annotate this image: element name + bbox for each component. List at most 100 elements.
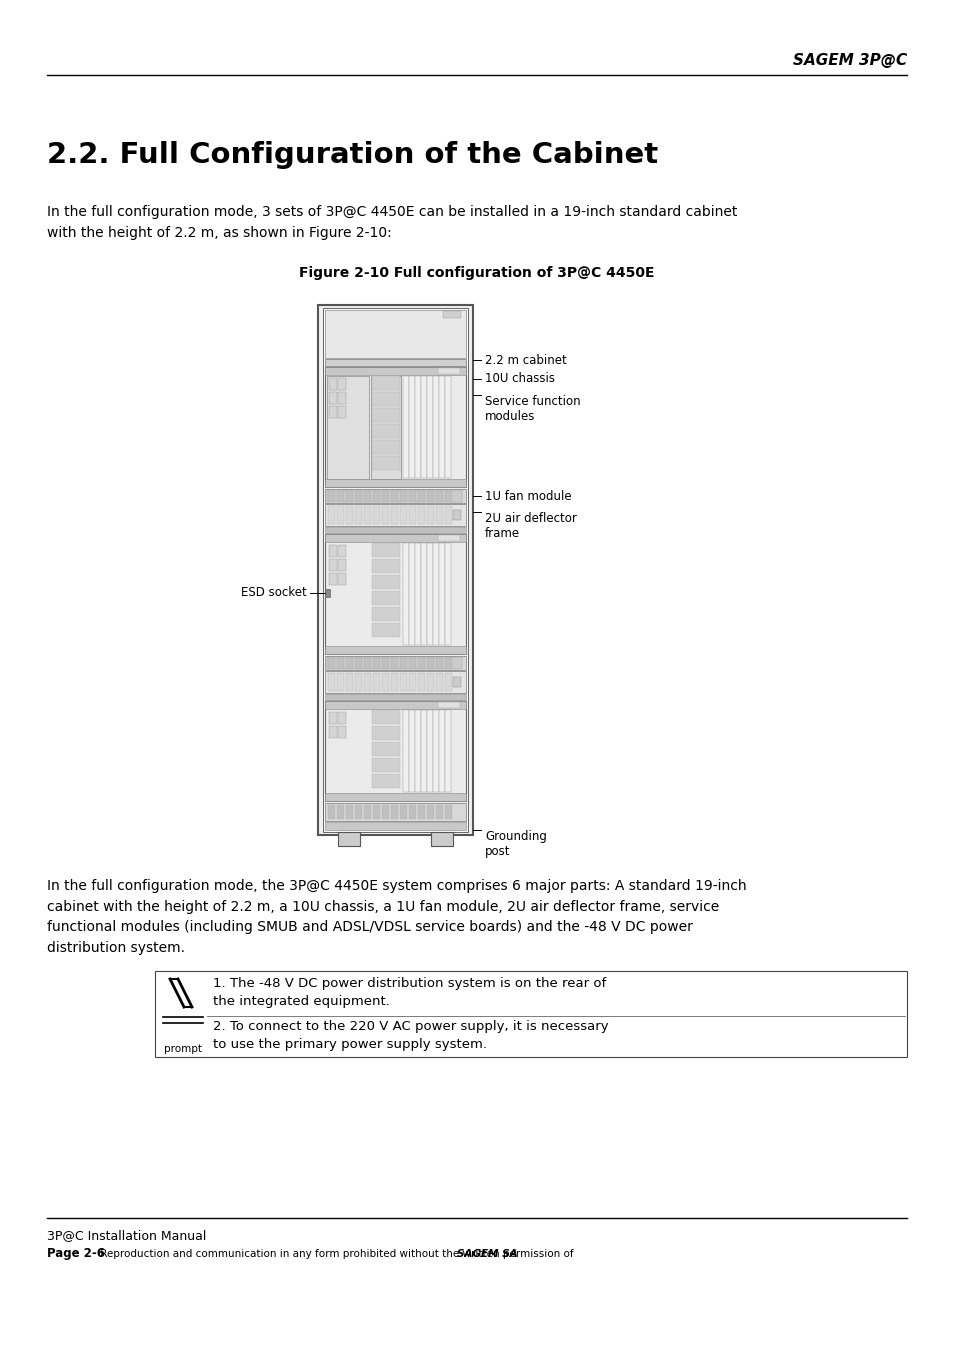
Bar: [409, 658, 416, 667]
Bar: [436, 805, 442, 819]
Text: In the full configuration mode, the 3P@C 4450E system comprises 6 major parts: A: In the full configuration mode, the 3P@C…: [47, 880, 746, 955]
Bar: [391, 805, 397, 819]
Bar: [381, 490, 389, 501]
Bar: [417, 507, 424, 524]
Bar: [437, 535, 459, 540]
Text: SAGEM SA: SAGEM SA: [456, 1250, 517, 1259]
Bar: [337, 544, 346, 557]
Bar: [372, 408, 399, 422]
Bar: [415, 543, 420, 644]
Bar: [336, 805, 344, 819]
Bar: [372, 559, 399, 573]
Bar: [346, 673, 353, 690]
Bar: [355, 673, 361, 690]
Bar: [417, 658, 424, 667]
Bar: [438, 543, 444, 644]
Bar: [323, 308, 468, 832]
Bar: [415, 376, 420, 478]
Bar: [427, 711, 433, 792]
Bar: [337, 725, 346, 738]
Bar: [372, 440, 399, 454]
Bar: [325, 671, 465, 693]
Bar: [391, 490, 397, 501]
Bar: [325, 504, 465, 526]
Bar: [372, 424, 399, 438]
Bar: [444, 711, 451, 792]
Text: 2.2. Full Configuration of the Cabinet: 2.2. Full Configuration of the Cabinet: [47, 141, 658, 169]
Bar: [433, 543, 438, 644]
Text: ESD socket: ESD socket: [241, 586, 307, 600]
Bar: [372, 607, 399, 621]
Bar: [325, 821, 465, 830]
Bar: [325, 367, 465, 486]
Bar: [364, 805, 371, 819]
Bar: [336, 658, 344, 667]
Bar: [427, 673, 434, 690]
Text: 1. The -48 V DC power distribution system is on the rear of
the integrated equip: 1. The -48 V DC power distribution syste…: [213, 977, 605, 1008]
Bar: [402, 711, 409, 792]
Bar: [372, 711, 399, 724]
Bar: [444, 507, 452, 524]
Bar: [409, 711, 415, 792]
Bar: [337, 392, 346, 404]
Bar: [437, 367, 459, 374]
Text: 2. To connect to the 220 V AC power supply, it is necessary
to use the primary p: 2. To connect to the 220 V AC power supp…: [213, 1020, 608, 1051]
Bar: [325, 534, 465, 542]
Bar: [427, 658, 434, 667]
Bar: [325, 489, 465, 503]
Bar: [409, 543, 415, 644]
Bar: [336, 673, 344, 690]
Bar: [381, 507, 389, 524]
Bar: [453, 677, 460, 688]
Bar: [417, 490, 424, 501]
Bar: [325, 309, 465, 358]
Bar: [372, 457, 399, 470]
Bar: [372, 576, 399, 589]
Text: Grounding
post: Grounding post: [484, 830, 546, 858]
Bar: [327, 376, 369, 480]
Bar: [325, 534, 465, 654]
Bar: [409, 376, 415, 478]
Bar: [438, 376, 444, 478]
Bar: [427, 490, 434, 501]
Bar: [355, 658, 361, 667]
Bar: [329, 378, 336, 390]
Bar: [325, 694, 465, 700]
Bar: [355, 507, 361, 524]
Bar: [355, 805, 361, 819]
Bar: [373, 507, 379, 524]
Bar: [327, 490, 461, 503]
Bar: [337, 573, 346, 585]
Bar: [427, 805, 434, 819]
Bar: [391, 658, 397, 667]
Bar: [325, 646, 465, 654]
Bar: [328, 658, 335, 667]
Bar: [399, 658, 407, 667]
Bar: [442, 311, 460, 317]
Bar: [372, 543, 399, 557]
Bar: [409, 673, 416, 690]
Bar: [373, 490, 379, 501]
Bar: [355, 490, 361, 501]
Bar: [436, 658, 442, 667]
Bar: [317, 305, 473, 835]
Bar: [444, 490, 452, 501]
Bar: [371, 376, 400, 480]
Bar: [381, 805, 389, 819]
Bar: [325, 657, 465, 670]
Bar: [381, 673, 389, 690]
Bar: [444, 673, 452, 690]
Bar: [399, 805, 407, 819]
Bar: [364, 507, 371, 524]
Bar: [364, 658, 371, 667]
Bar: [436, 507, 442, 524]
Bar: [436, 490, 442, 501]
Bar: [433, 711, 438, 792]
Bar: [433, 376, 438, 478]
Bar: [325, 527, 465, 534]
Text: 1U fan module: 1U fan module: [484, 489, 571, 503]
Bar: [444, 658, 452, 667]
Bar: [337, 378, 346, 390]
Text: In the full configuration mode, 3 sets of 3P@C 4450E can be installed in a 19-in: In the full configuration mode, 3 sets o…: [47, 205, 737, 239]
Bar: [437, 703, 459, 708]
